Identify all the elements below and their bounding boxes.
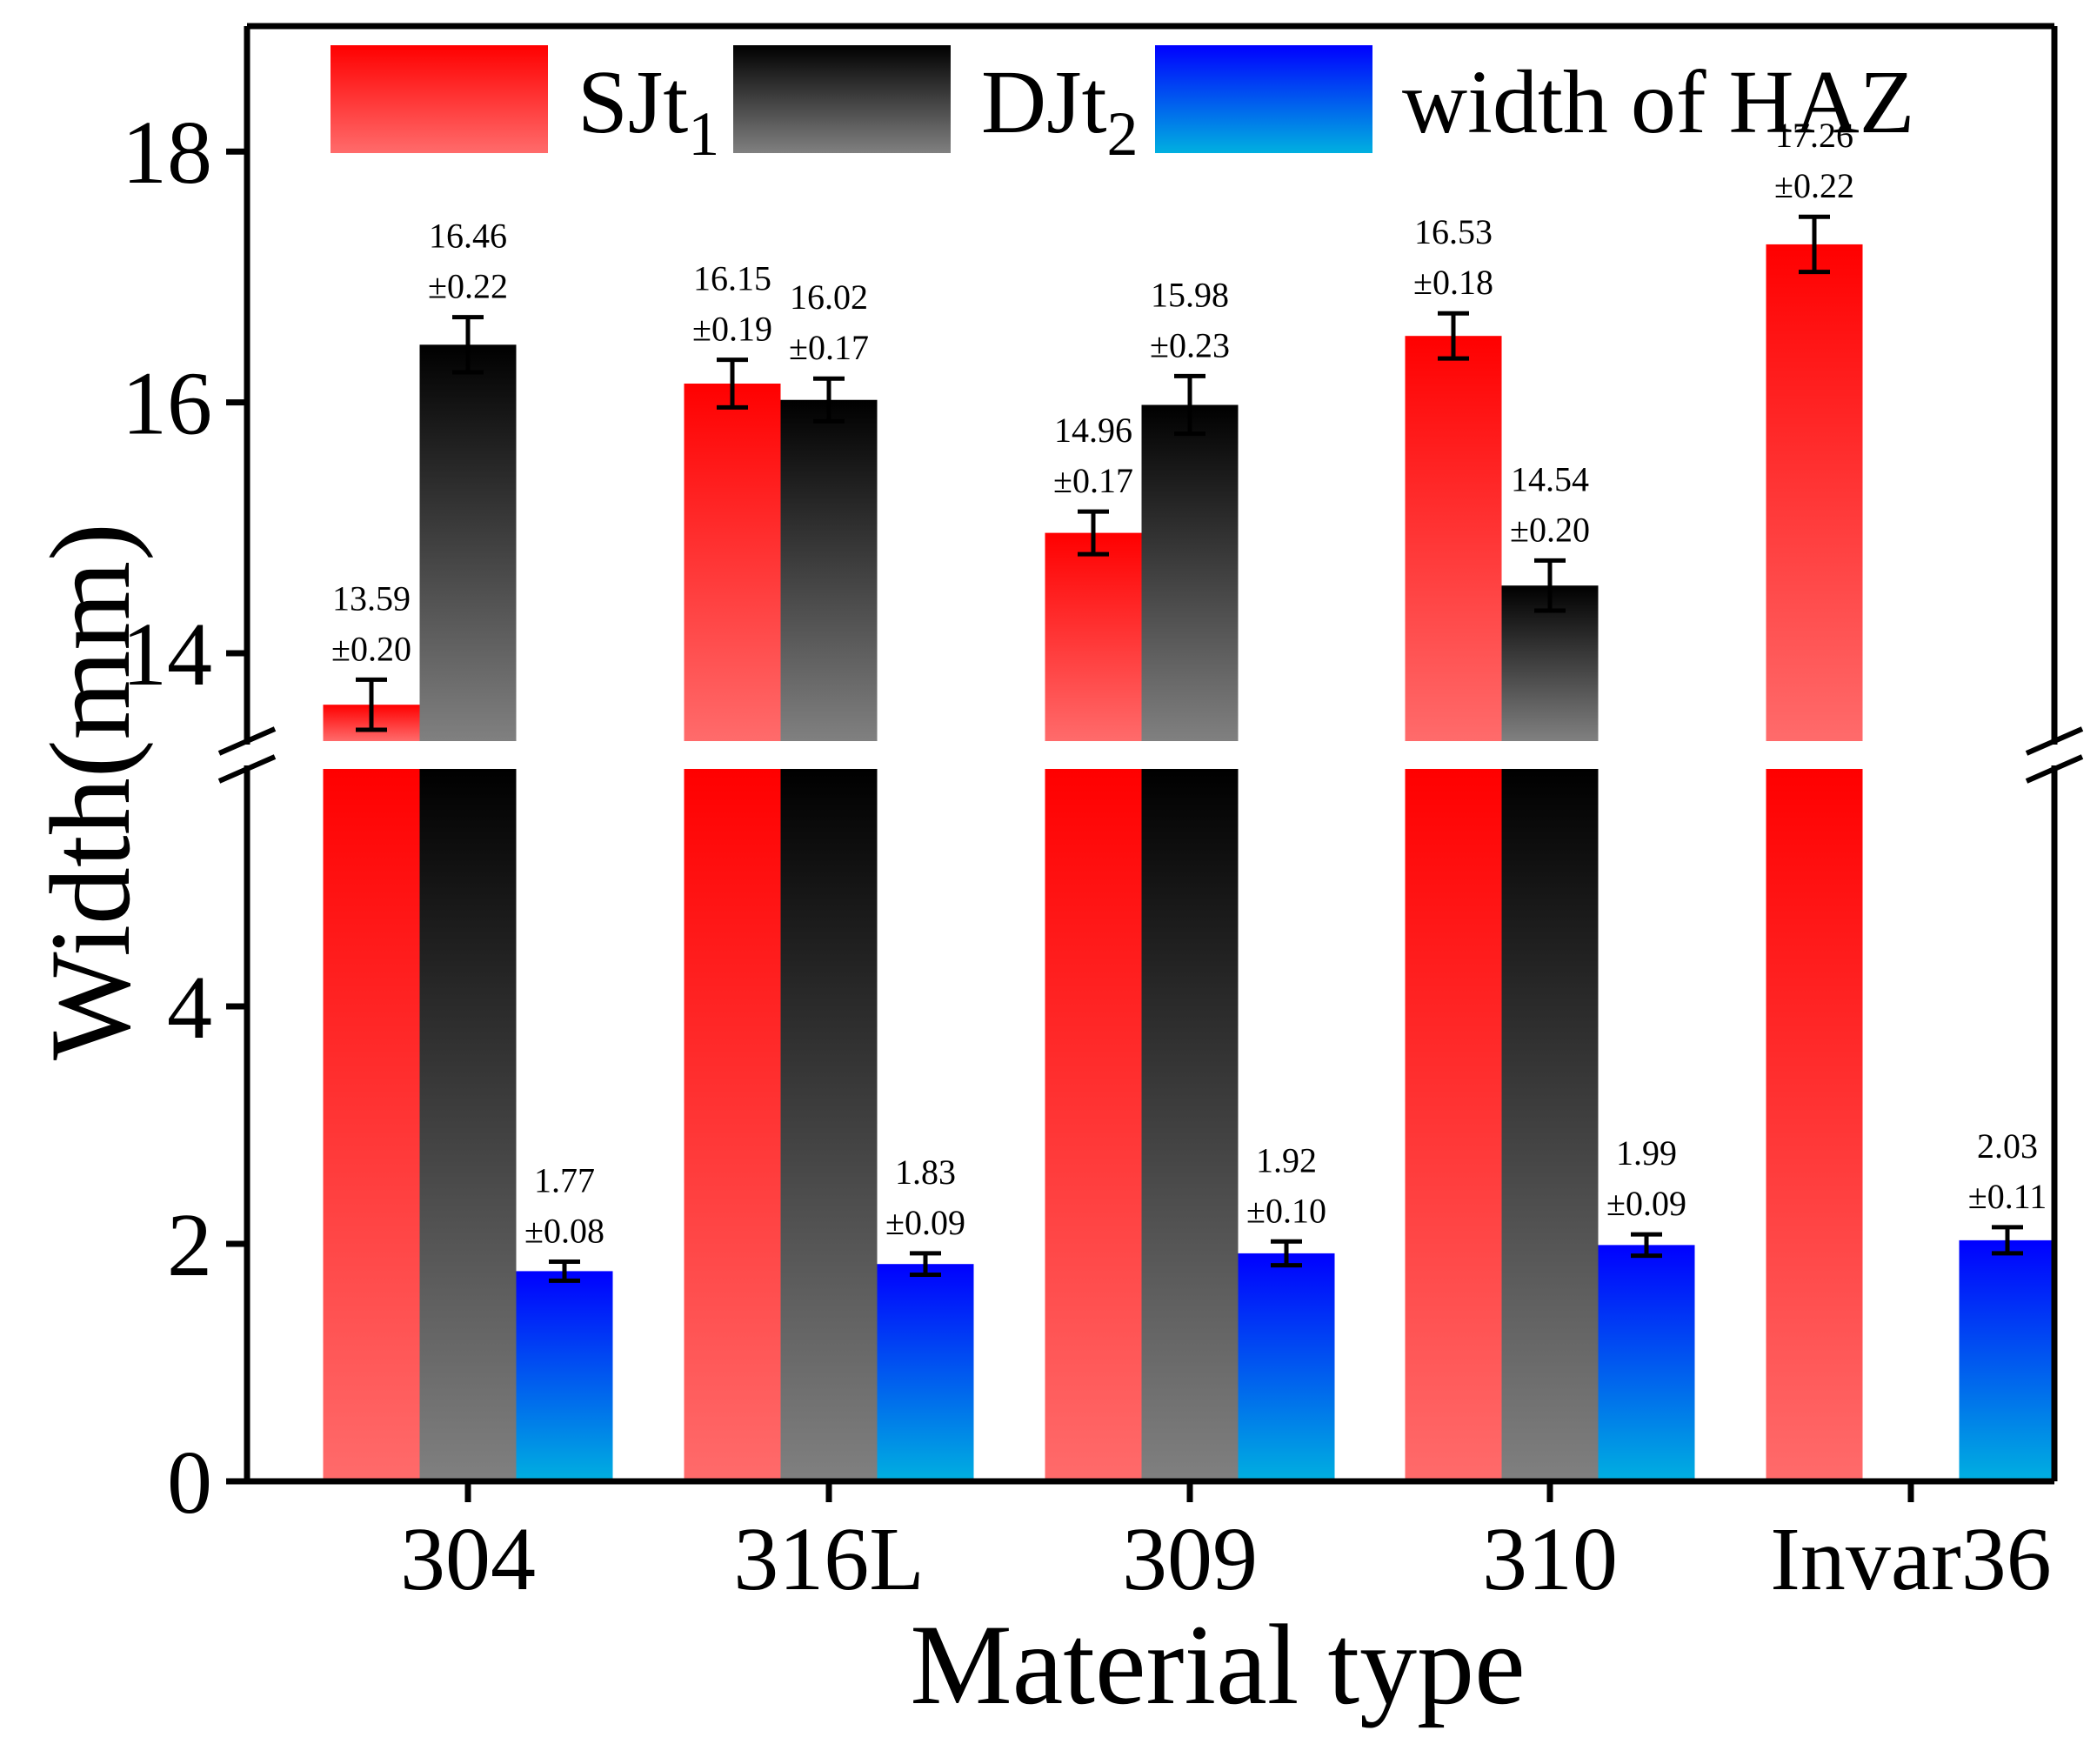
bar-sjt-304-lower <box>323 769 420 1481</box>
error-label: ±0.17 <box>789 328 869 367</box>
y-tick-label: 4 <box>167 958 212 1058</box>
error-bars-group <box>356 214 2023 1283</box>
error-label: ±0.08 <box>524 1211 604 1250</box>
value-label: 1.77 <box>534 1160 595 1199</box>
legend-label-2: DJt2 <box>981 52 1138 169</box>
value-label: 16.15 <box>693 259 771 298</box>
error-label: ±0.23 <box>1150 325 1230 364</box>
error-label: ±0.09 <box>1606 1184 1686 1223</box>
legend-subscript: 2 <box>1106 99 1138 169</box>
bar-sjt-invar36-lower <box>1766 769 1863 1481</box>
bar-djt-316l-upper <box>780 399 878 741</box>
bar-djt-304-upper <box>419 344 517 741</box>
bar-sjt-310-lower <box>1405 769 1502 1481</box>
y-tick-label: 16 <box>122 354 212 454</box>
bar-width-of-haz-invar36 <box>1959 1239 2056 1481</box>
bar-djt-304-lower <box>419 769 517 1481</box>
x-tick-label: 316L <box>733 1509 925 1609</box>
y-tick-label: 2 <box>167 1195 212 1295</box>
legend-swatch-1 <box>331 45 548 153</box>
error-label: ±0.18 <box>1413 263 1493 302</box>
y-tick-label: 18 <box>122 103 212 203</box>
value-label: 14.96 <box>1054 411 1132 450</box>
legend-swatch-2 <box>733 45 951 153</box>
value-label: 2.03 <box>1977 1126 2038 1166</box>
error-label: ±0.22 <box>1774 166 1854 205</box>
value-label: 15.98 <box>1151 275 1229 314</box>
bar-width-of-haz-309 <box>1238 1253 1335 1481</box>
value-label: 1.99 <box>1616 1133 1677 1173</box>
value-label: 13.59 <box>332 578 411 618</box>
data-labels-group: 13.59 ±0.20 16.46 ±0.22 1.77 ±0.08 16.15 ±0.19 1… <box>331 116 2047 1250</box>
bar-width-of-haz-304 <box>516 1271 613 1481</box>
error-label: ±0.19 <box>692 310 772 349</box>
bar-width-of-haz-310 <box>1598 1245 1695 1481</box>
legend-label-1: SJt1 <box>578 52 719 169</box>
bar-djt-309-lower <box>1141 769 1239 1481</box>
y-axis-title: Width(mm) <box>26 523 154 1060</box>
bar-sjt-316l-upper <box>684 384 781 741</box>
error-label: ±0.10 <box>1246 1191 1326 1230</box>
bar-sjt-309-lower <box>1045 769 1142 1481</box>
x-axis-title: Material type <box>910 1600 1525 1728</box>
error-label: ±0.20 <box>331 629 411 668</box>
value-label: 1.92 <box>1256 1140 1317 1179</box>
legend-subscript: 1 <box>688 99 719 169</box>
bar-sjt-316l-lower <box>684 769 781 1481</box>
value-label: 16.46 <box>429 217 507 256</box>
bars-group <box>323 244 2056 1481</box>
x-tick-label: 304 <box>400 1509 536 1609</box>
y-tick-label: 14 <box>122 605 212 705</box>
ticks-group: 0 2 4 14 16 18 304 316L 309 310 Invar36 <box>122 103 2052 1609</box>
x-tick-label: Invar36 <box>1770 1509 2051 1609</box>
legend: SJt1 DJt2 width of HAZ <box>331 45 1914 169</box>
error-label: ±0.17 <box>1053 461 1133 500</box>
value-label: 16.02 <box>790 277 868 317</box>
value-label: 14.54 <box>1511 459 1589 498</box>
error-label: ±0.22 <box>428 267 508 306</box>
value-label: 16.53 <box>1414 212 1493 251</box>
bar-djt-309-upper <box>1141 404 1239 741</box>
bar-djt-316l-lower <box>780 769 878 1481</box>
legend-swatch-3 <box>1155 45 1372 153</box>
legend-label-3: width of HAZ <box>1402 52 1914 152</box>
bar-width-of-haz-316l <box>877 1264 974 1481</box>
bar-djt-310-lower <box>1501 769 1599 1481</box>
value-label: 1.83 <box>895 1153 956 1192</box>
plot-frame-group <box>244 23 2058 1485</box>
y-tick-label: 0 <box>167 1433 212 1533</box>
bar-sjt-310-upper <box>1405 336 1502 741</box>
value-label: 17.26 <box>1775 116 1853 155</box>
error-label: ±0.11 <box>1968 1177 2047 1216</box>
bar-sjt-309-upper <box>1045 532 1142 741</box>
x-tick-label: 310 <box>1482 1509 1618 1609</box>
bar-sjt-invar36-upper <box>1766 244 1863 741</box>
error-label: ±0.20 <box>1510 510 1590 549</box>
error-label: ±0.09 <box>885 1203 965 1242</box>
x-tick-label: 309 <box>1122 1509 1258 1609</box>
